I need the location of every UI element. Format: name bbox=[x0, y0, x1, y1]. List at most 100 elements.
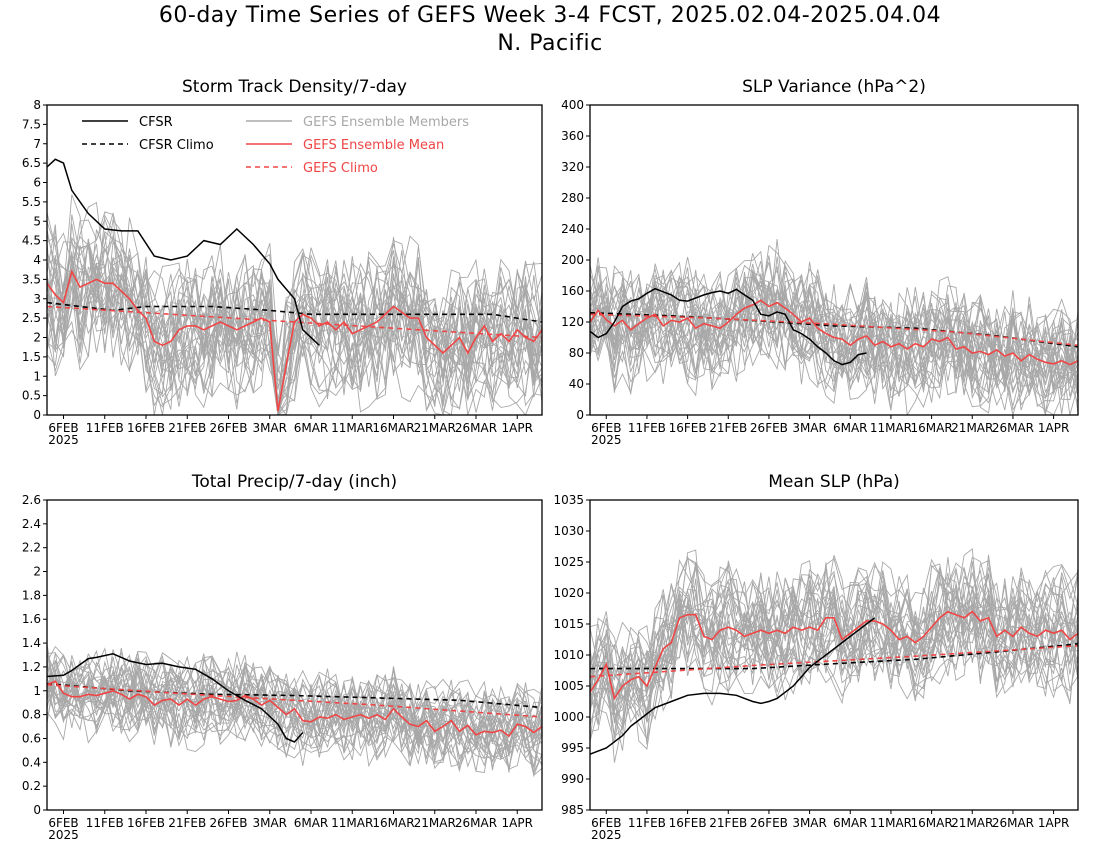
y-tick-label: 1.2 bbox=[22, 660, 41, 674]
x-tick-label: 26MAR bbox=[992, 816, 1034, 830]
y-tick-label: 0.4 bbox=[22, 755, 41, 769]
x-tick-label: 3MAR bbox=[792, 816, 827, 830]
ensemble-mean-line bbox=[590, 299, 1078, 366]
legend-gefs-climo-label: GEFS Climo bbox=[303, 161, 378, 176]
y-tick-label: 0.8 bbox=[22, 708, 41, 722]
ensemble-mean-line bbox=[590, 610, 1078, 701]
y-tick-label: 1010 bbox=[553, 648, 584, 662]
cfsr-line bbox=[47, 158, 320, 346]
x-tick-label: 6FEB bbox=[591, 816, 621, 830]
y-tick-label: 2 bbox=[33, 331, 41, 345]
legend-cfsr-climo-label: CFSR Climo bbox=[139, 138, 214, 153]
y-tick-label: 2.6 bbox=[22, 493, 41, 507]
plot-area bbox=[47, 158, 542, 415]
ensemble-members bbox=[590, 239, 1078, 415]
x-tick-label: 16MAR bbox=[911, 816, 953, 830]
member-line bbox=[590, 575, 1078, 709]
y-tick-label: 200 bbox=[561, 253, 584, 267]
member-line bbox=[590, 276, 1078, 394]
x-tick-label: 16FEB bbox=[669, 421, 707, 435]
member-line bbox=[47, 668, 542, 757]
x-year-label: 2025 bbox=[48, 828, 79, 842]
y-tick-label: 1015 bbox=[553, 617, 584, 631]
member-line bbox=[47, 243, 542, 415]
member-line bbox=[590, 601, 1078, 738]
member-line bbox=[590, 603, 1078, 763]
x-tick-label: 26MAR bbox=[455, 421, 497, 435]
x-tick-label: 11MAR bbox=[331, 421, 373, 435]
gefs-climo-line bbox=[590, 644, 1078, 678]
y-tick-label: 0 bbox=[33, 408, 41, 422]
member-line bbox=[47, 682, 542, 774]
x-tick-label: 16FEB bbox=[127, 816, 165, 830]
y-tick-label: 320 bbox=[561, 160, 584, 174]
x-tick-label: 11MAR bbox=[870, 421, 912, 435]
panel-title: Mean SLP (hPa) bbox=[768, 472, 900, 492]
y-tick-label: 0 bbox=[33, 803, 41, 817]
y-tick-label: 240 bbox=[561, 222, 584, 236]
gefs-climo-line bbox=[47, 684, 542, 718]
x-tick-label: 11FEB bbox=[86, 421, 124, 435]
x-tick-label: 16MAR bbox=[372, 421, 414, 435]
ensemble-mean-line bbox=[47, 269, 542, 412]
y-tick-label: 400 bbox=[561, 98, 584, 112]
x-tick-label: 16FEB bbox=[127, 421, 165, 435]
panel-4: Mean SLP (hPa) 985 990 995 1000 1005 1010 1015 1… bbox=[553, 472, 1079, 842]
y-tick-label: 0.6 bbox=[22, 731, 41, 745]
cfsr-climo-line bbox=[590, 643, 1078, 670]
member-line bbox=[47, 655, 542, 743]
ensemble-members bbox=[590, 548, 1078, 763]
x-tick-label: 6MAR bbox=[833, 421, 868, 435]
x-tick-label: 21MAR bbox=[414, 816, 456, 830]
x-tick-label: 11FEB bbox=[628, 421, 666, 435]
y-tick-label: 0.5 bbox=[22, 389, 41, 403]
member-line bbox=[590, 271, 1078, 400]
y-tick-label: 5.5 bbox=[22, 195, 41, 209]
x-tick-label: 21MAR bbox=[951, 421, 993, 435]
x-tick-label: 6FEB bbox=[591, 421, 621, 435]
x-tick-label: 1APR bbox=[502, 816, 533, 830]
y-tick-label: 1000 bbox=[553, 710, 584, 724]
member-line bbox=[590, 269, 1078, 397]
y-tick-label: 1 bbox=[33, 369, 41, 383]
y-tick-label: 1 bbox=[33, 684, 41, 698]
y-tick-label: 1035 bbox=[553, 493, 584, 507]
member-line bbox=[590, 259, 1078, 375]
member-line bbox=[47, 212, 542, 415]
member-line bbox=[590, 263, 1078, 386]
ensemble-members bbox=[47, 194, 542, 415]
member-line bbox=[590, 253, 1078, 380]
plot-area bbox=[590, 239, 1078, 415]
x-tick-label: 1APR bbox=[1038, 421, 1069, 435]
member-line bbox=[47, 652, 542, 746]
x-tick-label: 6MAR bbox=[833, 816, 868, 830]
y-tick-label: 1.6 bbox=[22, 612, 41, 626]
x-tick-label: 26FEB bbox=[210, 816, 248, 830]
x-tick-label: 6FEB bbox=[48, 421, 78, 435]
y-tick-label: 2 bbox=[33, 565, 41, 579]
member-line bbox=[590, 271, 1078, 399]
ensemble-mean-line bbox=[47, 680, 542, 738]
panel-1: Storm Track Density/7-day 0 0.5 1 1.5 2 2.5 3 3.… bbox=[22, 77, 543, 447]
title-line-2: N. Pacific bbox=[497, 31, 603, 56]
y-tick-label: 1025 bbox=[553, 555, 584, 569]
member-line bbox=[590, 592, 1078, 730]
y-tick-label: 1.8 bbox=[22, 588, 41, 602]
member-line bbox=[47, 270, 542, 415]
x-tick-label: 1APR bbox=[502, 421, 533, 435]
y-tick-label: 3 bbox=[33, 292, 41, 306]
y-tick-label: 6.5 bbox=[22, 156, 41, 170]
y-tick-label: 4 bbox=[33, 253, 41, 267]
x-tick-label: 3MAR bbox=[792, 421, 827, 435]
y-tick-label: 1.5 bbox=[22, 350, 41, 364]
plot-frame bbox=[589, 104, 1079, 416]
x-tick-label: 3MAR bbox=[252, 816, 287, 830]
x-tick-label: 6FEB bbox=[48, 816, 78, 830]
y-tick-label: 40 bbox=[569, 377, 584, 391]
y-tick-label: 7.5 bbox=[22, 117, 41, 131]
member-line bbox=[47, 244, 542, 415]
y-tick-label: 6 bbox=[33, 176, 41, 190]
legend-members-label: GEFS Ensemble Members bbox=[303, 115, 469, 130]
x-year-label: 2025 bbox=[591, 828, 622, 842]
